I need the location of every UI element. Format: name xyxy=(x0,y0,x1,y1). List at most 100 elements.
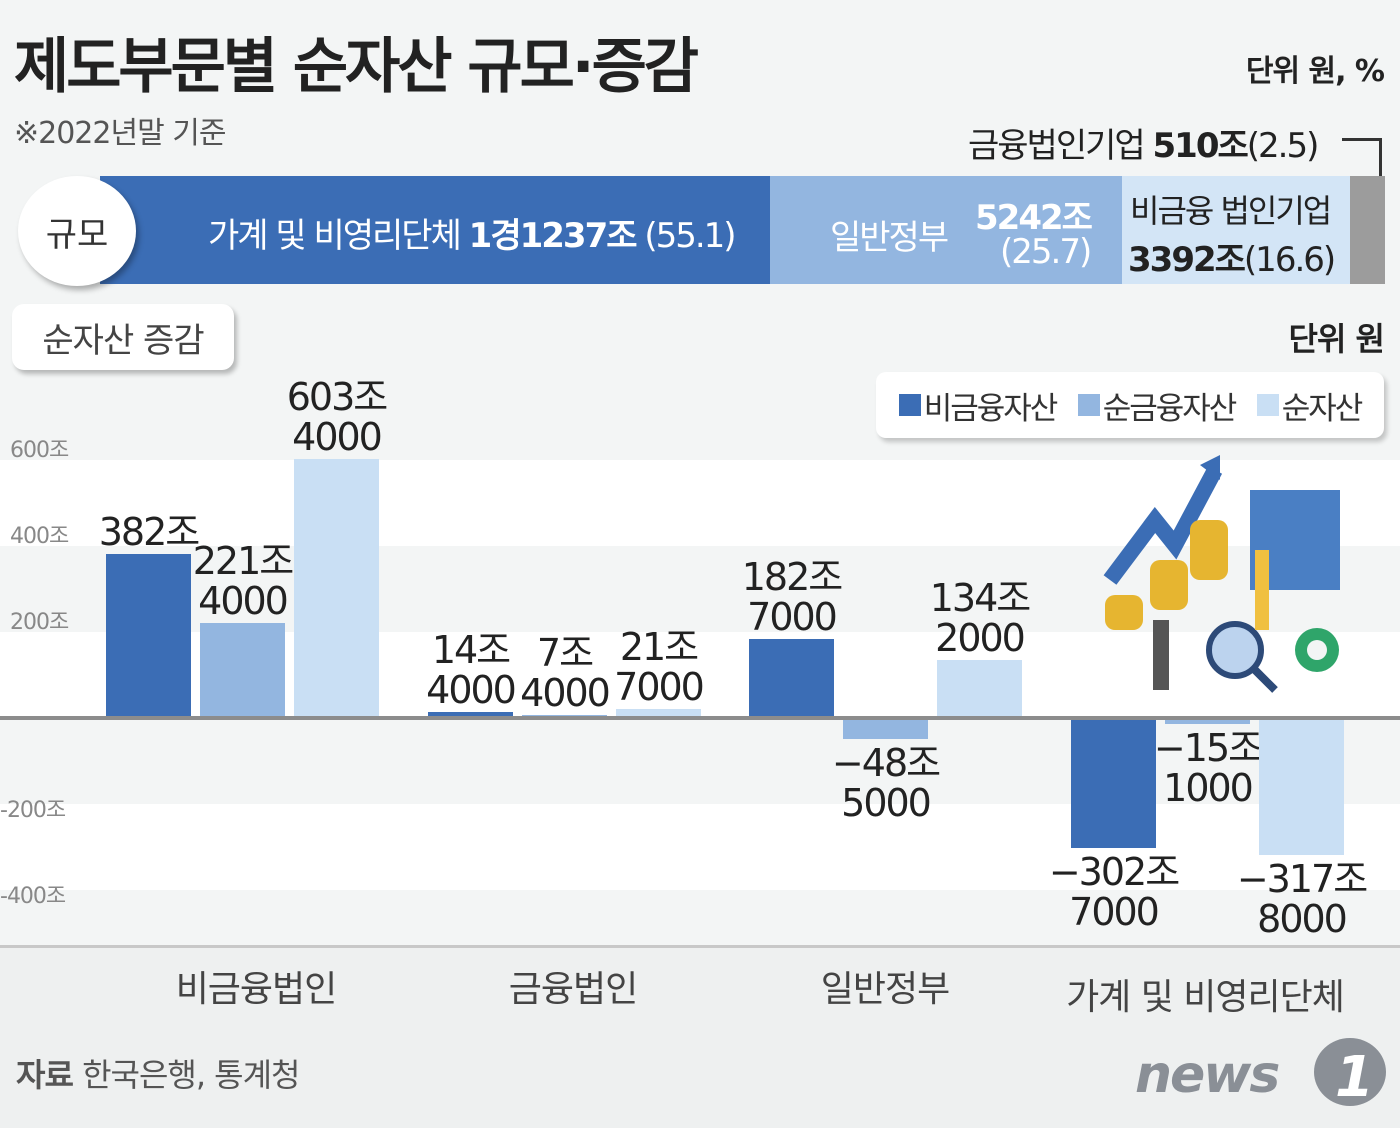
svg-text:1: 1 xyxy=(1335,1045,1374,1110)
bar-0-3 xyxy=(1071,718,1156,849)
segment-name-government: 일반정부 xyxy=(830,218,949,258)
value-label-line: 134조 xyxy=(929,576,1032,621)
value-label-line: 5000 xyxy=(841,780,932,825)
value-label-line: 382조 xyxy=(98,509,201,554)
bar-1-2 xyxy=(843,718,928,739)
page-title: 제도부문별 순자산 규모·증감 xyxy=(14,32,699,102)
value-label: 382조 xyxy=(79,512,219,552)
segment-share: (2.5) xyxy=(1246,126,1320,166)
bar-2-2 xyxy=(937,660,1022,718)
source-label: 자료 xyxy=(16,1056,74,1094)
segment-financial xyxy=(1350,176,1385,284)
value-label: 221조 4000 xyxy=(173,541,313,621)
value-label-line: 4000 xyxy=(198,578,289,623)
news1-logo: news 1 xyxy=(1135,1038,1386,1110)
category-label: 가계 및 비영리단체 xyxy=(1066,977,1345,1018)
value-label: 7조 4000 xyxy=(495,633,635,713)
value-label: 134조 2000 xyxy=(910,578,1050,658)
category-label: 일반정부 xyxy=(820,969,950,1010)
legend-item: 순자산 xyxy=(1256,383,1364,428)
footer-background xyxy=(0,948,1400,1128)
value-label-line: 2000 xyxy=(935,616,1026,661)
grid-band xyxy=(0,804,1400,890)
segment-value: 3392조 xyxy=(1128,240,1246,280)
source-note: 자료 한국은행, 통계청 xyxy=(16,1050,301,1096)
investment-illustration xyxy=(1103,455,1340,693)
baseline xyxy=(0,945,1400,948)
segment-nonfinancial xyxy=(1122,176,1350,284)
person-icon xyxy=(1255,550,1269,630)
bar-0-0 xyxy=(106,553,191,718)
category-label: 금융법인 xyxy=(508,969,638,1010)
value-label-line: 7000 xyxy=(1069,890,1160,935)
segment-government xyxy=(770,176,1122,284)
segment-label-household: 가계 및 비영리단체 1경1237조 (55.1) xyxy=(208,208,737,257)
value-label-line: 4000 xyxy=(520,670,611,715)
value-label: 21조 7000 xyxy=(589,627,729,707)
legend-swatch xyxy=(898,394,921,416)
bar-2-0 xyxy=(294,458,379,718)
value-label-line: −317조 xyxy=(1236,856,1368,901)
value-label-line: 603조 xyxy=(286,374,389,419)
basis-note: ※2022년말 기준 xyxy=(14,116,226,151)
segment-share: (16.6) xyxy=(1243,240,1336,280)
segment-share-government: (25.7) xyxy=(1000,232,1092,272)
legend-swatch xyxy=(1256,394,1279,416)
bar-0-2 xyxy=(749,639,834,718)
value-label: −317조 8000 xyxy=(1232,859,1372,939)
segment-label-nonfinancial: 3392조(16.6) xyxy=(1128,232,1336,281)
y-tick-label: -400조 xyxy=(0,884,66,909)
value-label: −15조 1000 xyxy=(1138,728,1278,808)
bar-1-0 xyxy=(200,622,285,718)
value-label-line: 21조 xyxy=(619,624,699,669)
source-text: 한국은행, 통계청 xyxy=(82,1056,300,1094)
legend: 비금융자산 순금융자산 순자산 xyxy=(876,372,1384,438)
legend-label: 순자산 xyxy=(1281,390,1364,427)
unit-label-top: 단위 원, % xyxy=(1245,54,1385,89)
segment-label-financial: 금융법인기업 510조(2.5) xyxy=(968,118,1320,167)
scale-badge: 규모 xyxy=(18,176,136,286)
value-label-line: 7000 xyxy=(747,595,838,640)
arrow-icon xyxy=(1103,466,1223,585)
segment-name: 금융법인기업 xyxy=(968,126,1146,166)
bar-0-1 xyxy=(428,711,513,718)
value-label-line: 7000 xyxy=(614,664,705,709)
value-label-line: 4000 xyxy=(426,667,517,712)
value-label-line: 221조 xyxy=(192,538,295,583)
value-label-line: −15조 xyxy=(1153,726,1263,771)
value-label-line: 7조 xyxy=(536,630,594,675)
magnifier-icon xyxy=(1206,621,1264,679)
value-label-line: 182조 xyxy=(741,555,844,600)
value-label-line: −48조 xyxy=(831,740,941,785)
segment-value-government: 5242조 xyxy=(975,198,1093,238)
category-label: 비금융법인 xyxy=(175,969,338,1010)
bar-1-3 xyxy=(1165,718,1250,725)
zero-axis xyxy=(0,716,1400,720)
y-tick-label: -200조 xyxy=(0,798,66,823)
bar-2-1 xyxy=(616,708,701,718)
change-badge: 순자산 증감 xyxy=(12,304,234,370)
y-tick-label: 400조 xyxy=(10,524,69,549)
y-tick-label: 200조 xyxy=(10,610,69,635)
bar-2-3 xyxy=(1259,718,1344,855)
value-label: 603조 4000 xyxy=(267,377,407,457)
segment-name-nonfinancial: 비금융 법인기업 xyxy=(1130,192,1332,230)
value-label-line: 1000 xyxy=(1163,766,1254,811)
legend-item: 순금융자산 xyxy=(1077,383,1238,428)
legend-item: 비금융자산 xyxy=(898,383,1059,428)
segment-share: (55.1) xyxy=(644,216,736,256)
grid-band xyxy=(0,718,1400,804)
legend-label: 순금융자산 xyxy=(1102,390,1238,427)
value-label-line: 4000 xyxy=(292,414,383,459)
legend-swatch xyxy=(1077,394,1100,416)
value-label: 14조 4000 xyxy=(401,630,541,710)
leader-line xyxy=(1342,138,1382,176)
legend-label: 비금융자산 xyxy=(923,390,1059,427)
coins-icon xyxy=(1190,520,1228,580)
value-label-line: −302조 xyxy=(1048,850,1180,895)
segment-name: 가계 및 비영리단체 xyxy=(208,216,462,256)
value-label: −302조 7000 xyxy=(1044,852,1184,932)
grid-band xyxy=(0,890,1400,953)
value-label-line: 14조 xyxy=(431,627,511,672)
y-tick-label: 600조 xyxy=(10,438,69,463)
